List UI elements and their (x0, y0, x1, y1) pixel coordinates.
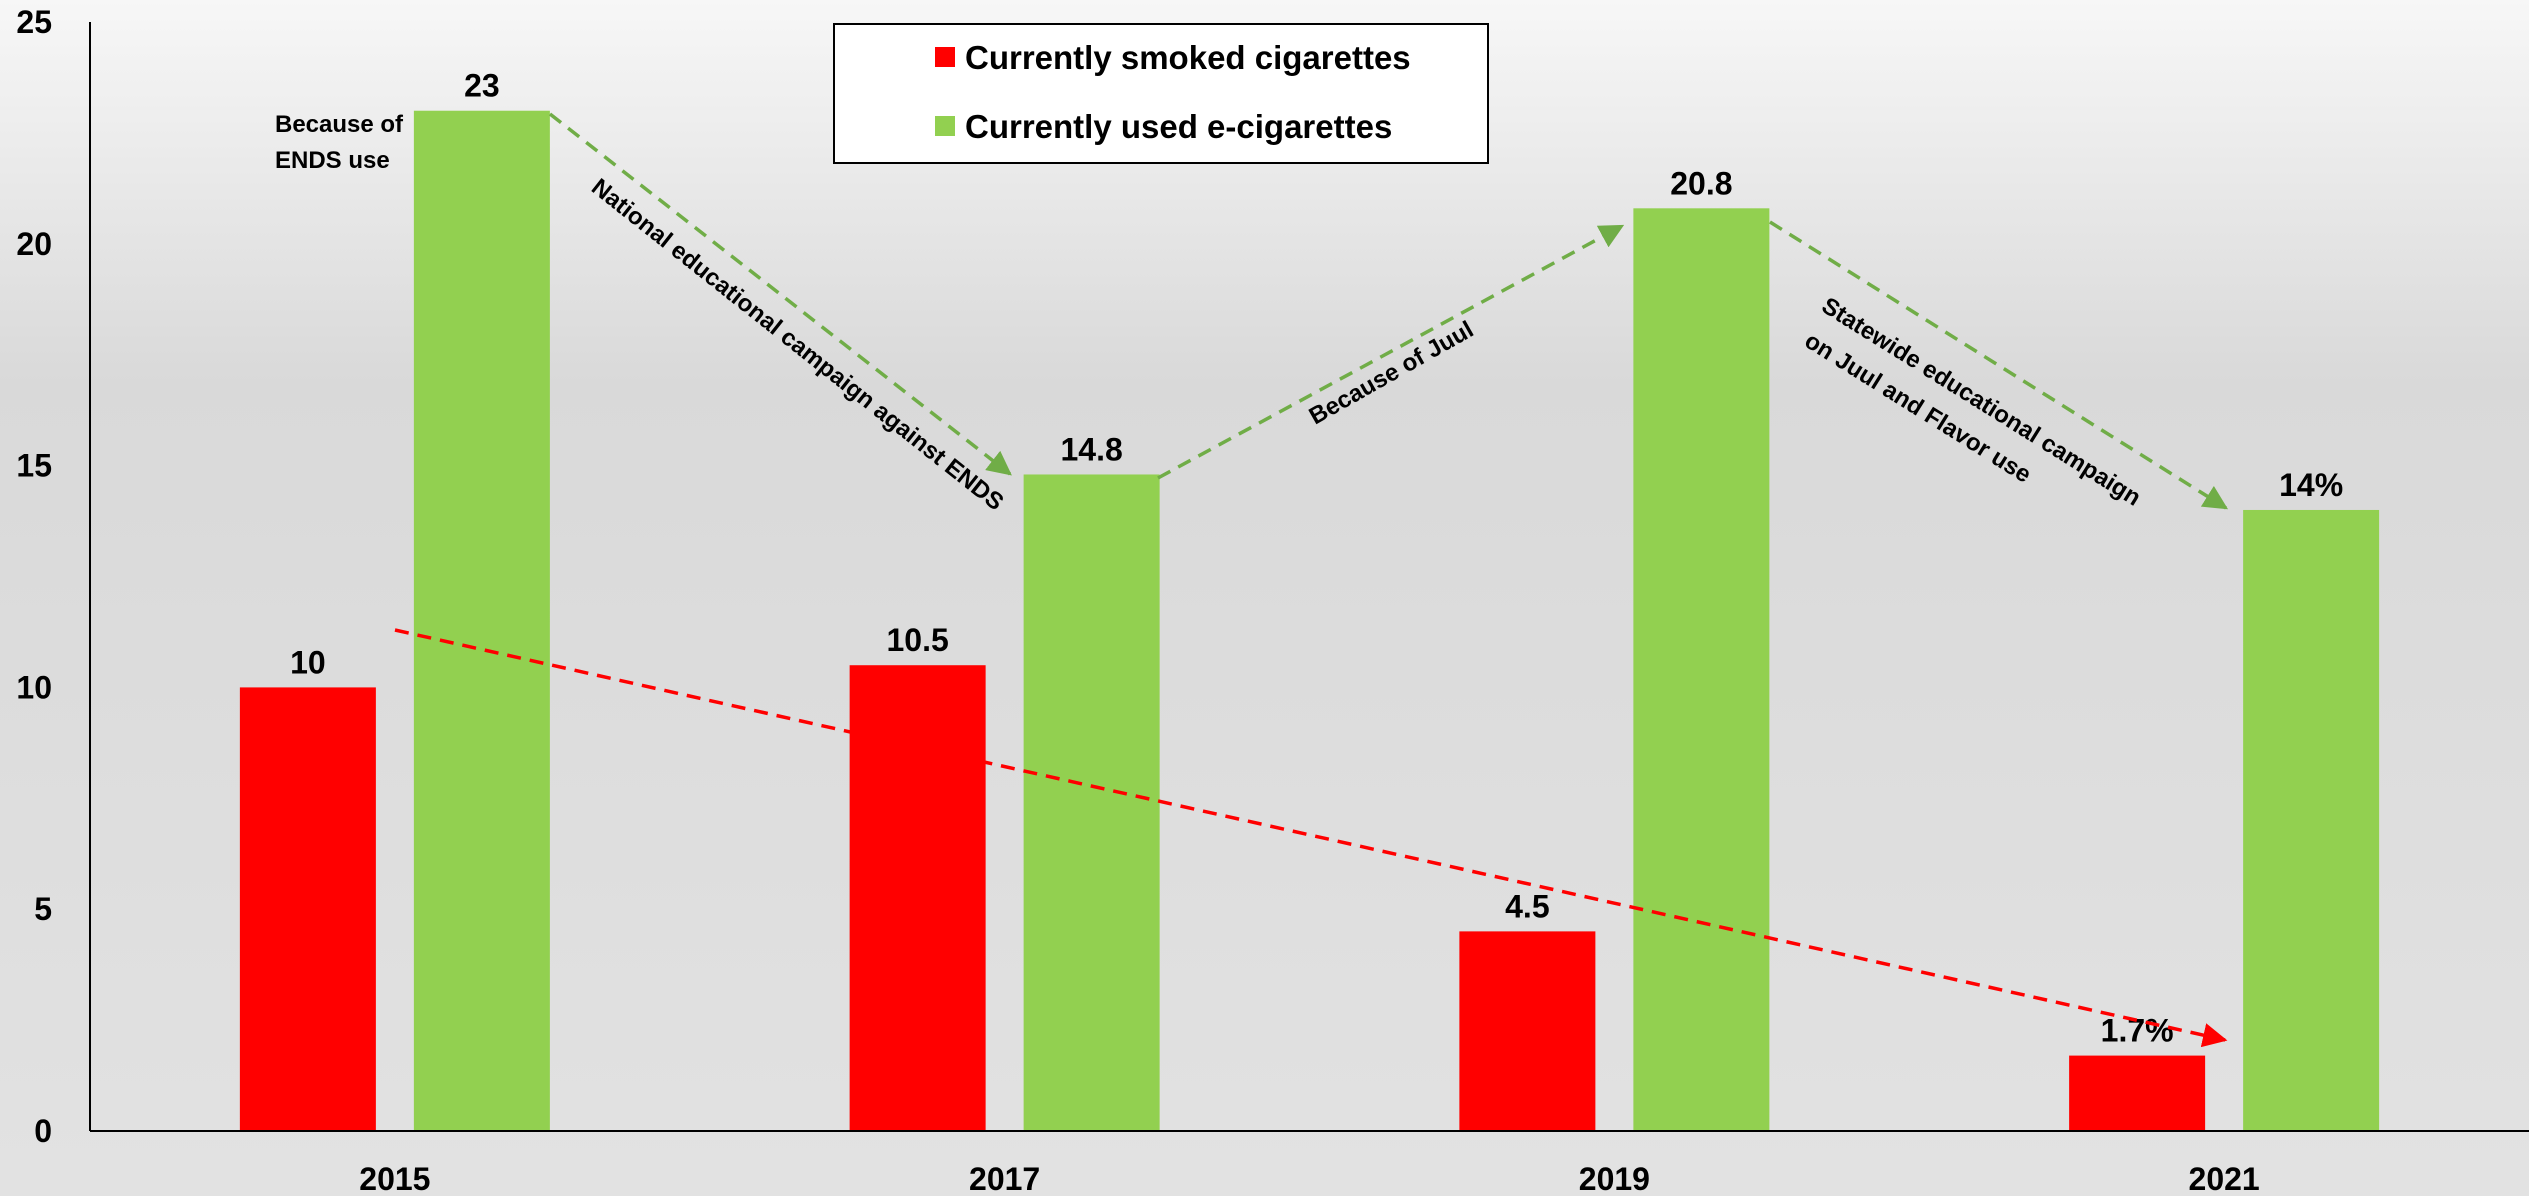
data-label-cigarettes-2015: 10 (290, 644, 326, 680)
data-label-e-cigarettes-2021: 14% (2279, 467, 2343, 503)
y-axis-ticks: 0 5 10 15 20 25 (16, 4, 52, 1149)
annotation-ends-use-line2: ENDS use (275, 147, 390, 174)
y-tick-label: 5 (34, 891, 52, 927)
y-tick-label: 15 (16, 448, 52, 484)
x-tick-label: 2019 (1579, 1161, 1650, 1196)
y-tick-label: 25 (16, 4, 52, 40)
data-label-cigarettes-2019: 4.5 (1505, 888, 1549, 924)
bar-cigarettes-2017 (849, 665, 986, 1131)
x-tick-label: 2015 (359, 1161, 430, 1196)
bar-cigarettes-2021 (2069, 1055, 2206, 1131)
bar-e-cigarettes-2015 (413, 110, 550, 1132)
data-labels: 10 10.5 4.5 1.7% 23 14.8 20.8 14% (290, 68, 2343, 1049)
trend-arrow-2015-2017 (548, 112, 1012, 476)
bar-e-cigarettes-2021 (2243, 509, 2380, 1132)
legend-label-cigarettes: Currently smoked cigarettes (965, 39, 1411, 76)
bar-cigarettes-2015 (239, 687, 376, 1131)
y-tick-label: 10 (16, 669, 52, 705)
x-tick-label: 2017 (969, 1161, 1040, 1196)
x-axis-ticks: 2015 2017 2019 2021 (359, 1161, 2259, 1196)
trend-arrow-2019-2021 (1769, 220, 2229, 510)
legend-swatch-e-cigarettes (935, 116, 955, 136)
bar-e-cigarettes-2017 (1023, 474, 1160, 1131)
legend-swatch-cigarettes (935, 47, 955, 67)
bar-e-cigarettes-2019 (1633, 208, 1770, 1131)
x-tick-label: 2021 (2189, 1161, 2260, 1196)
trend-arrow-2017-2019 (1157, 224, 1625, 480)
data-label-cigarettes-2017: 10.5 (886, 622, 948, 658)
legend: Currently smoked cigarettes Currently us… (833, 23, 1489, 164)
cigarette-trend-arrow (394, 628, 2228, 1048)
bar-cigarettes-2019 (1459, 931, 1596, 1131)
legend-label-e-cigarettes: Currently used e-cigarettes (965, 108, 1392, 145)
bars (239, 110, 2380, 1132)
y-tick-label: 20 (16, 226, 52, 262)
data-label-e-cigarettes-2017: 14.8 (1060, 431, 1122, 467)
y-tick-label: 0 (34, 1113, 52, 1149)
data-label-e-cigarettes-2015: 23 (464, 68, 500, 104)
data-label-e-cigarettes-2019: 20.8 (1670, 165, 1732, 201)
annotation-ends-use-line1: Because of (275, 111, 404, 138)
data-label-cigarettes-2021: 1.7% (2101, 1013, 2174, 1049)
